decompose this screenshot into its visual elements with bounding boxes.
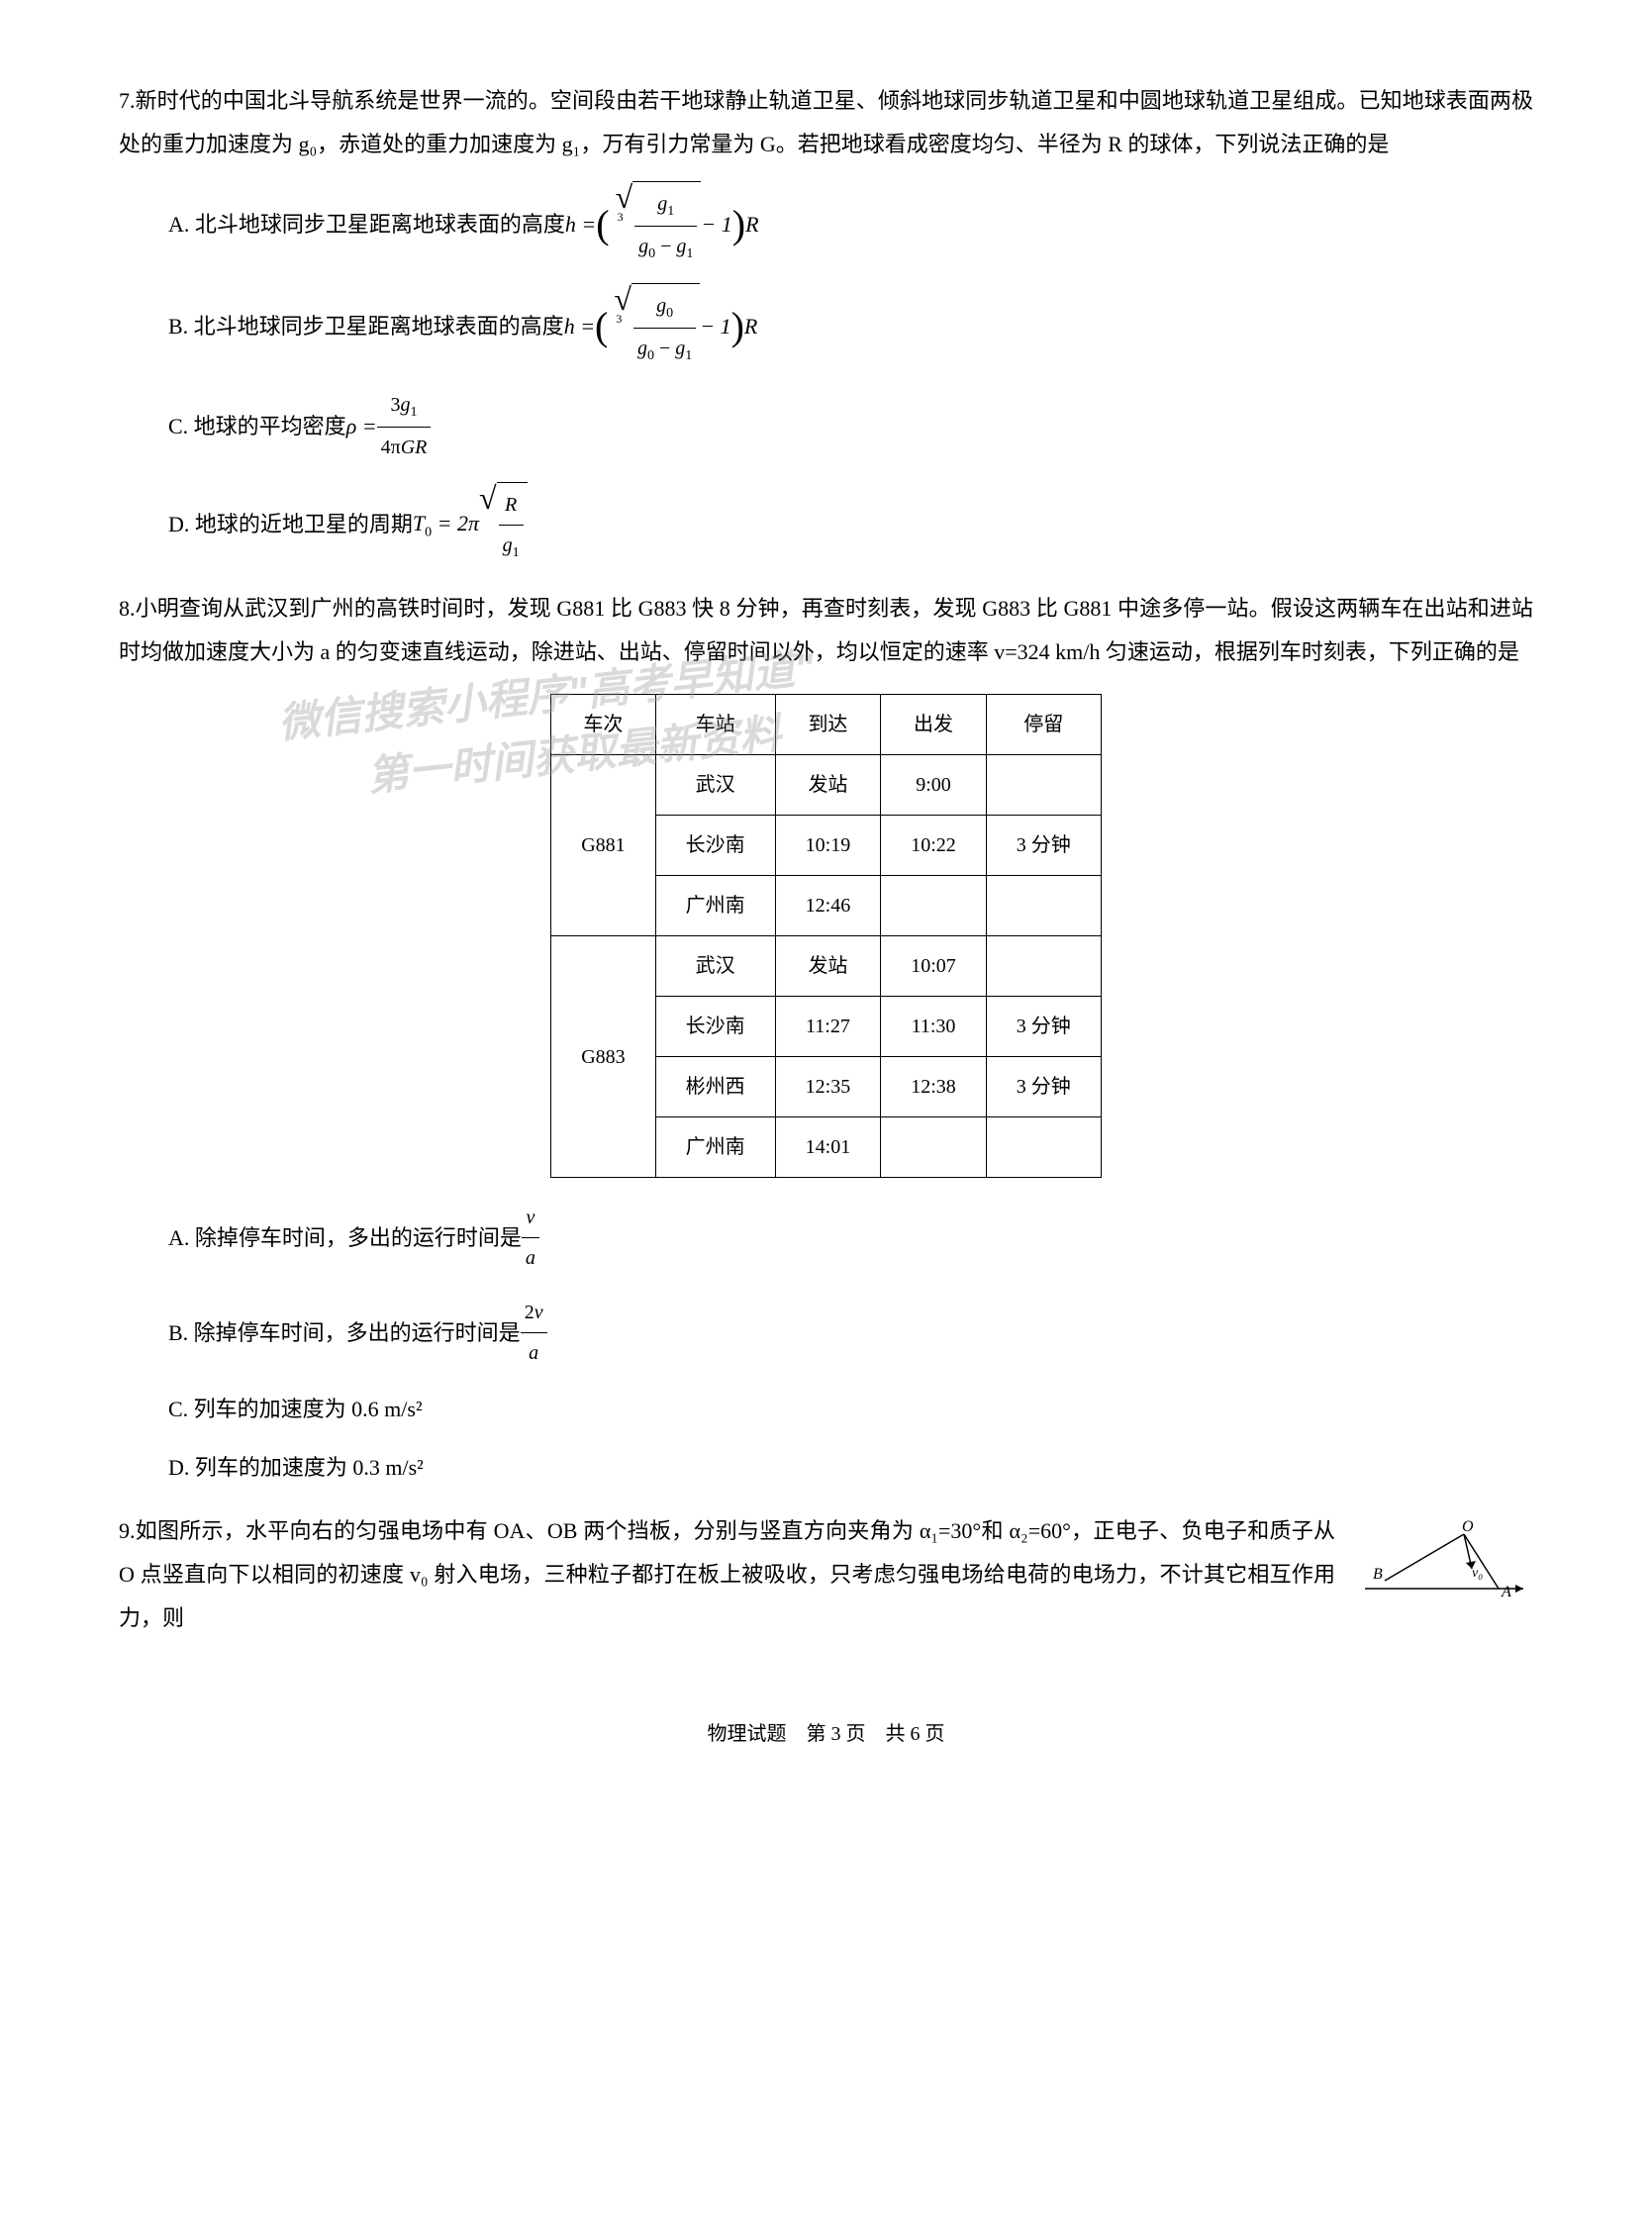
R: R — [745, 203, 758, 246]
cell — [986, 755, 1101, 816]
cell: 武汉 — [655, 755, 775, 816]
cell: 12:46 — [775, 876, 881, 936]
header-station: 车站 — [655, 695, 775, 755]
cell: 10:19 — [775, 816, 881, 876]
cell: 3 分钟 — [986, 997, 1101, 1057]
cell-train: G881 — [551, 755, 655, 936]
q7-option-c: C. 地球的平均密度 ρ = 3g1 4πGR — [168, 385, 1533, 467]
T0: T0 = 2π — [413, 502, 479, 546]
cell: 3 分钟 — [986, 816, 1101, 876]
q7-option-d: D. 地球的近地卫星的周期 T0 = 2π √ R g1 — [168, 482, 1533, 567]
cell — [986, 936, 1101, 997]
cell: 彬州西 — [655, 1057, 775, 1117]
q9-body: 如图所示，水平向右的匀强电场中有 OA、OB 两个挡板，分别与竖直方向夹角为 α… — [119, 1518, 1335, 1630]
cell: 发站 — [775, 936, 881, 997]
cell: 11:27 — [775, 997, 881, 1057]
cell — [881, 876, 987, 936]
question-8-text: 8.小明查询从武汉到广州的高铁时间时，发现 G881 比 G883 快 8 分钟… — [119, 587, 1533, 674]
R: R — [744, 305, 757, 348]
q7-optC-text: C. 地球的平均密度 — [168, 405, 346, 448]
cell: 广州南 — [655, 1117, 775, 1178]
q7-optA-formula: h = — [565, 203, 596, 246]
q8-optB-text: B. 除掉停车时间，多出的运行时间是 — [168, 1311, 521, 1355]
question-9-text: 9.如图所示，水平向右的匀强电场中有 OA、OB 两个挡板，分别与竖直方向夹角为… — [119, 1509, 1533, 1640]
q7-optD-text: D. 地球的近地卫星的周期 — [168, 503, 413, 546]
svg-text:B: B — [1373, 1566, 1383, 1583]
q8-optD-text: D. 列车的加速度为 0.3 m/s² — [168, 1446, 424, 1490]
q9-number: 9. — [119, 1518, 136, 1543]
q8-body: 小明查询从武汉到广州的高铁时间时，发现 G881 比 G883 快 8 分钟，再… — [119, 596, 1533, 664]
q8-optA-text: A. 除掉停车时间，多出的运行时间是 — [168, 1216, 522, 1260]
q9-diagram: O B A v₀ — [1355, 1519, 1533, 1618]
page-footer: 物理试题 第 3 页 共 6 页 — [119, 1714, 1533, 1754]
table-container: 微信搜索小程序"高考早知道" 第一时间获取最新资料 车次 车站 到达 出发 停留… — [119, 694, 1533, 1178]
frac-va: v a — [522, 1198, 539, 1278]
cell: 武汉 — [655, 936, 775, 997]
cell: 广州南 — [655, 876, 775, 936]
minus-one: − 1 — [700, 305, 730, 348]
frac-2va: 2v a — [521, 1293, 547, 1373]
cell: 12:35 — [775, 1057, 881, 1117]
cell: 14:01 — [775, 1117, 881, 1178]
header-arrive: 到达 — [775, 695, 881, 755]
table-row: G881 武汉 发站 9:00 — [551, 755, 1102, 816]
cell: 长沙南 — [655, 997, 775, 1057]
question-8: 8.小明查询从武汉到广州的高铁时间时，发现 G881 比 G883 快 8 分钟… — [119, 587, 1533, 1490]
cell — [986, 1117, 1101, 1178]
header-stay: 停留 — [986, 695, 1101, 755]
question-7-text: 7.新时代的中国北斗导航系统是世界一流的。空间段由若干地球静止轨道卫星、倾斜地球… — [119, 79, 1533, 166]
table-header-row: 车次 车站 到达 出发 停留 — [551, 695, 1102, 755]
cell — [986, 876, 1101, 936]
cell: 12:38 — [881, 1057, 987, 1117]
q8-optC-text: C. 列车的加速度为 0.6 m/s² — [168, 1388, 423, 1431]
q7-optA-text: A. 北斗地球同步卫星距离地球表面的高度 — [168, 203, 565, 246]
cell: 9:00 — [881, 755, 987, 816]
sqrt: √ g0 g0 − g1 — [614, 283, 700, 370]
q8-option-d: D. 列车的加速度为 0.3 m/s² — [168, 1446, 1533, 1490]
cell-train: G883 — [551, 936, 655, 1178]
cell: 11:30 — [881, 997, 987, 1057]
svg-text:A: A — [1501, 1584, 1511, 1600]
q8-option-a: A. 除掉停车时间，多出的运行时间是 v a — [168, 1198, 1533, 1278]
svg-text:v₀: v₀ — [1472, 1566, 1483, 1581]
question-9: O B A v₀ 9.如图所示，水平向右的匀强电场中有 OA、OB 两个挡板，分… — [119, 1509, 1533, 1655]
cell: 发站 — [775, 755, 881, 816]
q7-number: 7. — [119, 88, 136, 113]
cell: 10:07 — [881, 936, 987, 997]
sqrt: √ R g1 — [479, 482, 528, 567]
cell: 10:22 — [881, 816, 987, 876]
q8-number: 8. — [119, 596, 136, 621]
q7-optB-text: B. 北斗地球同步卫星距离地球表面的高度 — [168, 305, 564, 348]
q7-optB-formula: h = — [564, 305, 595, 348]
q7-option-a: A. 北斗地球同步卫星距离地球表面的高度 h = ( 3 √ g1 g0 − g… — [168, 181, 1533, 268]
root-index: 3 — [618, 205, 624, 229]
timetable: 车次 车站 到达 出发 停留 G881 武汉 发站 9:00 长沙南 10:19… — [550, 694, 1102, 1178]
q7-option-b: B. 北斗地球同步卫星距离地球表面的高度 h = ( 3 √ g0 g0 − g… — [168, 283, 1533, 370]
q8-option-b: B. 除掉停车时间，多出的运行时间是 2v a — [168, 1293, 1533, 1373]
minus-one: − 1 — [701, 203, 731, 246]
table-row: G883 武汉 发站 10:07 — [551, 936, 1102, 997]
header-train: 车次 — [551, 695, 655, 755]
rho: ρ = — [346, 405, 377, 448]
cell — [881, 1117, 987, 1178]
header-depart: 出发 — [881, 695, 987, 755]
frac: 3g1 4πGR — [377, 385, 432, 467]
question-7: 7.新时代的中国北斗导航系统是世界一流的。空间段由若干地球静止轨道卫星、倾斜地球… — [119, 79, 1533, 567]
q8-option-c: C. 列车的加速度为 0.6 m/s² — [168, 1388, 1533, 1431]
svg-text:O: O — [1462, 1519, 1474, 1535]
root-index: 3 — [616, 307, 622, 331]
cell: 3 分钟 — [986, 1057, 1101, 1117]
q7-body: 新时代的中国北斗导航系统是世界一流的。空间段由若干地球静止轨道卫星、倾斜地球同步… — [119, 88, 1533, 156]
sqrt: √ g1 g0 − g1 — [616, 181, 702, 268]
cell: 长沙南 — [655, 816, 775, 876]
